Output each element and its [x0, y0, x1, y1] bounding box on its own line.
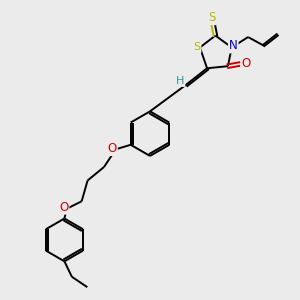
- Text: S: S: [208, 11, 215, 24]
- Text: N: N: [229, 40, 238, 52]
- Text: O: O: [59, 201, 68, 214]
- Text: O: O: [241, 57, 250, 70]
- Text: O: O: [108, 142, 117, 155]
- Text: H: H: [176, 76, 184, 86]
- Text: S: S: [194, 43, 200, 52]
